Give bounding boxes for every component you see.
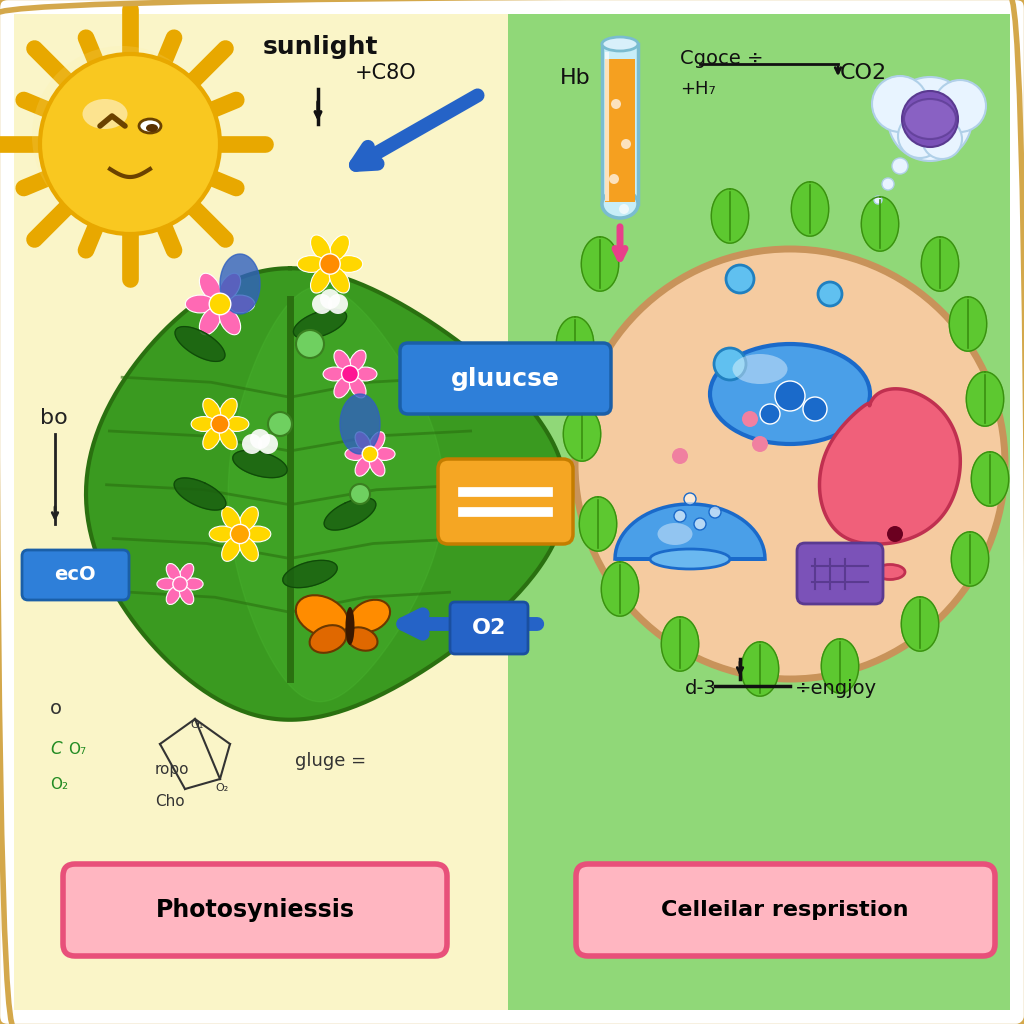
Circle shape xyxy=(872,76,928,132)
Ellipse shape xyxy=(350,600,390,632)
Circle shape xyxy=(726,265,754,293)
Text: gluucse: gluucse xyxy=(451,367,559,391)
Circle shape xyxy=(694,518,706,530)
Ellipse shape xyxy=(179,587,194,604)
Ellipse shape xyxy=(904,99,956,139)
Circle shape xyxy=(752,436,768,452)
Ellipse shape xyxy=(345,447,367,461)
Text: ÷engjoy: ÷engjoy xyxy=(795,679,878,698)
Ellipse shape xyxy=(183,579,203,590)
Polygon shape xyxy=(601,562,639,616)
Text: gluge =: gluge = xyxy=(295,752,367,770)
Circle shape xyxy=(674,510,686,522)
Ellipse shape xyxy=(602,190,638,218)
Polygon shape xyxy=(580,497,616,551)
Circle shape xyxy=(113,127,131,145)
Circle shape xyxy=(319,289,340,309)
Polygon shape xyxy=(792,182,828,237)
Polygon shape xyxy=(563,407,601,461)
Polygon shape xyxy=(228,287,444,701)
Polygon shape xyxy=(582,237,618,291)
Ellipse shape xyxy=(240,507,258,530)
Ellipse shape xyxy=(345,607,354,645)
Text: CO2: CO2 xyxy=(840,63,887,83)
Polygon shape xyxy=(662,616,698,671)
Circle shape xyxy=(902,91,958,147)
Ellipse shape xyxy=(179,563,194,582)
Circle shape xyxy=(775,381,805,411)
Circle shape xyxy=(714,348,746,380)
Ellipse shape xyxy=(330,267,349,293)
FancyBboxPatch shape xyxy=(508,14,1010,1010)
Text: O₂: O₂ xyxy=(50,777,69,792)
Text: C: C xyxy=(50,740,61,758)
Text: d-3: d-3 xyxy=(685,679,717,698)
Ellipse shape xyxy=(225,295,255,313)
Ellipse shape xyxy=(83,99,128,129)
Circle shape xyxy=(672,449,688,464)
Polygon shape xyxy=(175,327,225,361)
FancyBboxPatch shape xyxy=(438,459,573,544)
Text: ropo: ropo xyxy=(155,762,189,777)
Circle shape xyxy=(40,54,220,234)
Ellipse shape xyxy=(219,273,241,300)
Text: ecO: ecO xyxy=(54,565,96,585)
Ellipse shape xyxy=(355,432,371,452)
FancyBboxPatch shape xyxy=(797,543,883,604)
Polygon shape xyxy=(283,560,337,588)
Text: O2: O2 xyxy=(472,618,506,638)
Ellipse shape xyxy=(335,256,362,272)
Polygon shape xyxy=(602,44,638,204)
Circle shape xyxy=(59,73,185,199)
Ellipse shape xyxy=(245,526,270,542)
Text: o: o xyxy=(50,699,62,718)
Ellipse shape xyxy=(657,523,692,545)
Circle shape xyxy=(104,118,140,154)
Circle shape xyxy=(362,446,378,462)
Circle shape xyxy=(250,429,270,449)
Ellipse shape xyxy=(330,234,349,261)
Circle shape xyxy=(328,294,348,314)
FancyBboxPatch shape xyxy=(63,864,447,956)
Ellipse shape xyxy=(200,307,221,335)
Polygon shape xyxy=(819,389,961,544)
Circle shape xyxy=(41,55,203,217)
Circle shape xyxy=(888,77,972,161)
Ellipse shape xyxy=(575,249,1005,679)
Circle shape xyxy=(95,109,150,163)
Circle shape xyxy=(268,412,292,436)
Ellipse shape xyxy=(166,587,180,604)
Polygon shape xyxy=(605,59,635,202)
Circle shape xyxy=(892,158,908,174)
Ellipse shape xyxy=(166,563,180,582)
Polygon shape xyxy=(741,642,778,696)
Text: bo: bo xyxy=(40,408,68,428)
Circle shape xyxy=(296,330,324,358)
Circle shape xyxy=(684,493,696,505)
Text: Celleilar respristion: Celleilar respristion xyxy=(662,900,908,920)
Ellipse shape xyxy=(732,354,787,384)
Polygon shape xyxy=(821,639,859,693)
Ellipse shape xyxy=(370,457,385,476)
Ellipse shape xyxy=(191,417,216,431)
Ellipse shape xyxy=(346,628,378,650)
Ellipse shape xyxy=(157,579,177,590)
Polygon shape xyxy=(294,309,346,339)
Circle shape xyxy=(760,404,780,424)
Ellipse shape xyxy=(310,234,331,261)
Text: sunlight: sunlight xyxy=(262,35,378,59)
Circle shape xyxy=(68,82,176,190)
Ellipse shape xyxy=(139,119,161,133)
Ellipse shape xyxy=(710,344,870,444)
Polygon shape xyxy=(174,478,226,510)
Polygon shape xyxy=(615,504,765,559)
Circle shape xyxy=(803,397,827,421)
Text: O₁: O₁ xyxy=(190,720,203,730)
Ellipse shape xyxy=(650,549,730,569)
Ellipse shape xyxy=(374,447,395,461)
Circle shape xyxy=(209,293,230,314)
Polygon shape xyxy=(972,452,1009,506)
Ellipse shape xyxy=(221,507,241,530)
Circle shape xyxy=(211,415,229,433)
